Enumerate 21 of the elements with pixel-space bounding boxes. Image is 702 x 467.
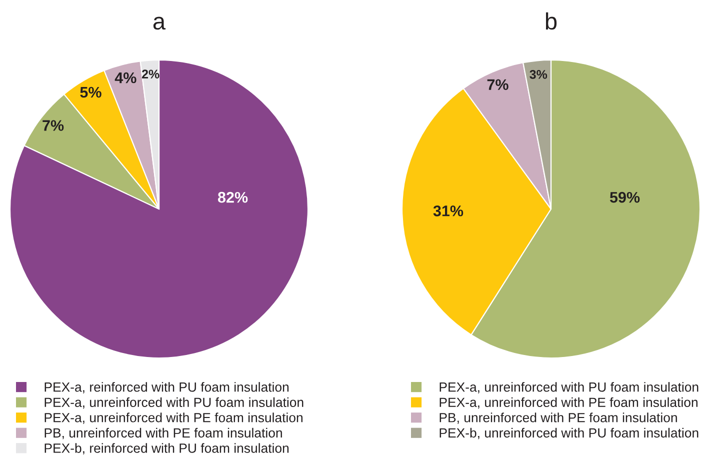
data-label: 3% bbox=[530, 70, 548, 79]
data-label: 7% bbox=[42, 120, 64, 131]
legend-label: PEX-a, unreinforced with PE foam insulation bbox=[440, 397, 698, 409]
legend-label: PB, unreinforced with PE foam insulation bbox=[440, 412, 677, 424]
data-label: 5% bbox=[80, 86, 102, 98]
data-label: 31% bbox=[433, 206, 464, 216]
legend-label: PEX-b, reinforced with PU foam insulation bbox=[44, 443, 289, 454]
legend-label: PEX-a, reinforced with PU foam insulation bbox=[44, 382, 289, 394]
legend-label: PEX-a, unreinforced with PU foam insulation bbox=[44, 397, 304, 409]
legend-label: PEX-b, unreinforced with PU foam insulation bbox=[440, 428, 698, 440]
chart-title: b bbox=[546, 12, 557, 30]
legend-label: PEX-a, unreinforced with PU foam insulation bbox=[440, 382, 698, 394]
data-label: 4% bbox=[114, 72, 136, 84]
pie-slice bbox=[9, 59, 309, 359]
legend-label: PB, unreinforced with PE foam insulation bbox=[44, 428, 282, 440]
data-label: 82% bbox=[218, 192, 248, 203]
data-label: 2% bbox=[142, 70, 160, 78]
data-label: 7% bbox=[487, 79, 508, 90]
chart-title: a bbox=[153, 16, 166, 30]
legend-label: PEX-a, unreinforced with PE foam insulation bbox=[44, 412, 302, 424]
data-label: 59% bbox=[610, 192, 640, 203]
